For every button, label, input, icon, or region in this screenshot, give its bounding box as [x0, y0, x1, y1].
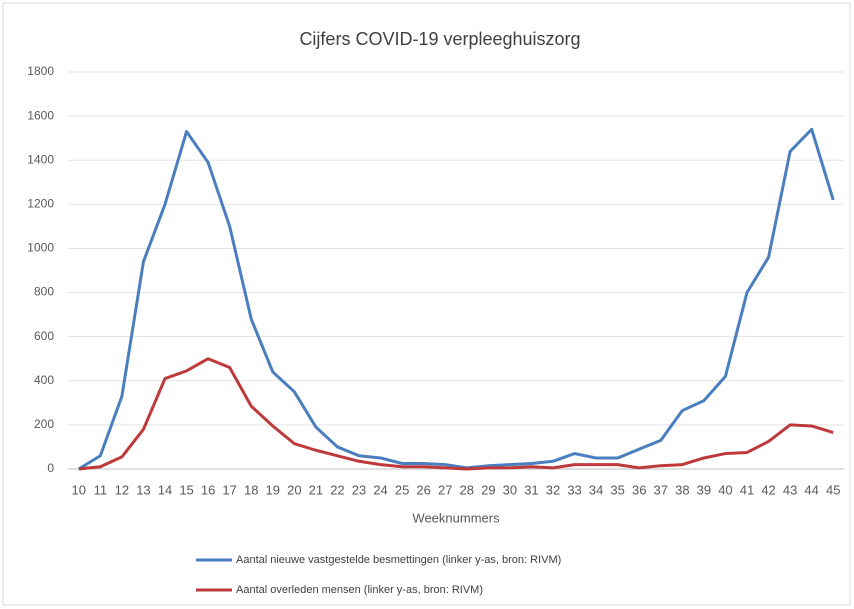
- x-tick-label: 34: [589, 482, 603, 497]
- x-tick-label: 20: [287, 482, 301, 497]
- x-tick-label: 42: [761, 482, 775, 497]
- legend-label: Aantal nieuwe vastgestelde besmettingen …: [236, 554, 561, 566]
- x-tick-label: 15: [179, 482, 193, 497]
- x-tick-label: 25: [395, 482, 409, 497]
- x-tick-label: 44: [804, 482, 818, 497]
- x-tick-label: 27: [438, 482, 452, 497]
- x-tick-label: 32: [546, 482, 560, 497]
- x-tick-label: 23: [352, 482, 366, 497]
- y-tick-label: 400: [34, 373, 54, 387]
- y-tick-label: 800: [34, 285, 54, 299]
- x-tick-label: 10: [72, 482, 86, 497]
- x-tick-label: 14: [158, 482, 172, 497]
- x-tick-label: 33: [567, 482, 581, 497]
- x-tick-label: 16: [201, 482, 215, 497]
- x-tick-label: 29: [481, 482, 495, 497]
- y-tick-label: 0: [47, 461, 54, 475]
- x-tick-label: 37: [654, 482, 668, 497]
- x-tick-label: 30: [503, 482, 517, 497]
- y-tick-label: 1400: [27, 152, 54, 166]
- x-tick-label: 19: [266, 482, 280, 497]
- chart-title: Cijfers COVID-19 verpleeghuiszorg: [299, 29, 580, 49]
- y-tick-label: 1600: [27, 108, 54, 122]
- x-tick-label: 41: [740, 482, 754, 497]
- line-series: [78, 357, 834, 471]
- y-tick-label: 1800: [27, 64, 54, 78]
- x-tick-label: 22: [330, 482, 344, 497]
- x-tick-label: 31: [524, 482, 538, 497]
- x-axis-label: Weeknummers: [412, 510, 500, 525]
- x-tick-label: 26: [416, 482, 430, 497]
- y-tick-label: 600: [34, 329, 54, 343]
- x-tick-label: 12: [115, 482, 129, 497]
- x-tick-label: 38: [675, 482, 689, 497]
- y-tick-label: 1200: [27, 197, 54, 211]
- x-tick-label: 28: [460, 482, 474, 497]
- x-tick-label: 39: [697, 482, 711, 497]
- x-tick-label: 13: [136, 482, 150, 497]
- x-tick-label: 45: [826, 482, 840, 497]
- x-tick-label: 17: [222, 482, 236, 497]
- x-tick-label: 18: [244, 482, 258, 497]
- x-tick-label: 36: [632, 482, 646, 497]
- x-tick-label: 40: [718, 482, 732, 497]
- x-tick-label: 24: [373, 482, 387, 497]
- x-tick-label: 35: [610, 482, 624, 497]
- x-tick-label: 43: [783, 482, 797, 497]
- legend-label: Aantal overleden mensen (linker y-as, br…: [236, 584, 483, 596]
- x-tick-label: 11: [94, 482, 108, 497]
- y-tick-label: 200: [34, 417, 54, 431]
- line-series: [77, 127, 835, 471]
- x-tick-label: 21: [309, 482, 323, 497]
- y-tick-label: 1000: [27, 241, 54, 255]
